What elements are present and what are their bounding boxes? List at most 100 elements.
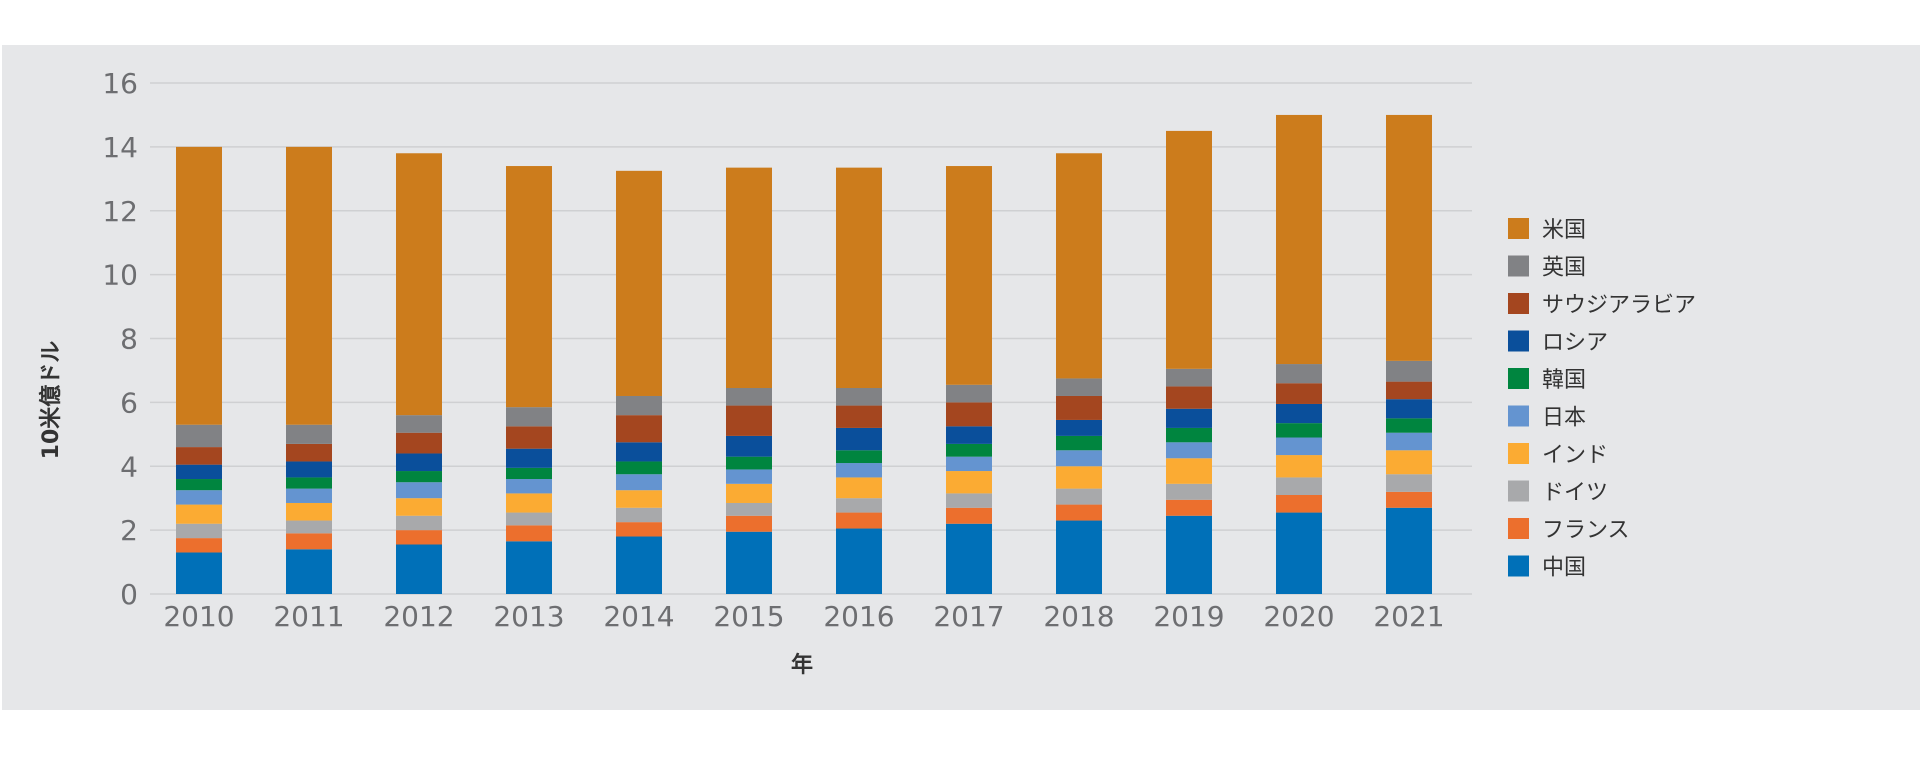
legend-label: インド	[1542, 443, 1608, 468]
x-tick-label: 2021	[1373, 600, 1444, 633]
y-tick-label: 10	[102, 259, 138, 292]
bar-segment	[1056, 378, 1102, 396]
bar-segment	[396, 482, 442, 499]
x-tick-label: 2018	[1043, 600, 1114, 633]
bar-segment	[616, 507, 662, 523]
bar-segment	[836, 477, 882, 499]
bar-segment	[836, 388, 882, 406]
bar-segment	[286, 477, 332, 489]
bar-segment	[836, 528, 882, 594]
bar-segment	[1386, 418, 1432, 433]
bar-segment	[286, 443, 332, 462]
legend-swatch	[1508, 218, 1529, 239]
bar-segment	[396, 498, 442, 516]
bar-segment	[726, 515, 772, 532]
legend-label: サウジアラビア	[1542, 293, 1696, 318]
bar-segment	[286, 502, 332, 521]
bar-segment	[176, 479, 222, 491]
bar-segment	[1056, 153, 1102, 379]
bar-segment	[506, 525, 552, 542]
bar-segment	[396, 153, 442, 416]
bar-segment	[836, 450, 882, 464]
bar-segment	[286, 488, 332, 503]
bar-segment	[1276, 512, 1322, 594]
bar-segment	[946, 456, 992, 472]
bar-segment	[506, 166, 552, 408]
bar-segment	[836, 498, 882, 513]
bar-segment	[1166, 368, 1212, 387]
bar-segment	[396, 544, 442, 594]
bar-segment	[1386, 360, 1432, 382]
bar-segment	[1166, 427, 1212, 443]
bar-segment	[1056, 435, 1102, 451]
bar-segment	[726, 469, 772, 484]
bar-segment	[396, 415, 442, 433]
y-tick-label: 16	[102, 67, 138, 100]
bar-segment	[836, 167, 882, 389]
bar-segment	[726, 483, 772, 503]
bar-segment	[616, 415, 662, 443]
bar-segment	[1386, 491, 1432, 508]
bar-segment	[1056, 520, 1102, 594]
y-tick-label: 8	[120, 323, 138, 356]
y-tick-label: 4	[120, 450, 138, 483]
bar-segment	[616, 442, 662, 462]
bar-segment	[836, 463, 882, 478]
x-tick-label: 2015	[713, 600, 784, 633]
bar-segment	[1166, 499, 1212, 516]
bar-segment	[726, 167, 772, 389]
legend-label: 日本	[1542, 406, 1586, 431]
x-tick-label: 2014	[603, 600, 674, 633]
bar-segment	[1276, 455, 1322, 478]
bar-segment	[616, 490, 662, 508]
legend-swatch	[1508, 443, 1529, 464]
bar-segment	[176, 447, 222, 465]
legend-swatch	[1508, 555, 1529, 577]
bar-segment	[506, 407, 552, 427]
bar-segment	[1386, 399, 1432, 419]
bar-segment	[1056, 504, 1102, 521]
bar-segment	[1166, 386, 1212, 409]
bar-segment	[1166, 408, 1212, 428]
bar-segment	[1386, 432, 1432, 451]
bar-segment	[176, 490, 222, 505]
bar-segment	[396, 453, 442, 472]
x-axis-title: 年	[791, 652, 813, 678]
bar-segment	[1166, 130, 1212, 369]
bar-segment	[1056, 488, 1102, 505]
bar-segment	[946, 493, 992, 508]
x-tick-label: 2020	[1263, 600, 1334, 633]
y-tick-label: 0	[120, 578, 138, 611]
bar-segment	[616, 170, 662, 396]
legend-label: フランス	[1542, 518, 1630, 543]
x-tick-label: 2019	[1153, 600, 1224, 633]
bar-segment	[1056, 450, 1102, 467]
legend-swatch	[1508, 255, 1529, 277]
y-tick-label: 2	[120, 514, 138, 547]
x-tick-label: 2013	[493, 600, 564, 633]
bar-segment	[396, 432, 442, 454]
bar-segment	[726, 388, 772, 406]
legend-swatch	[1508, 518, 1529, 539]
bar-segment	[946, 402, 992, 427]
bar-segment	[836, 427, 882, 451]
bar-segment	[1386, 450, 1432, 475]
bar-segment	[506, 479, 552, 494]
bar-segment	[1386, 114, 1432, 361]
bar-segment	[286, 520, 332, 534]
bar-segment	[946, 523, 992, 594]
bar-segment	[1166, 515, 1212, 594]
bars	[176, 114, 1432, 594]
x-tick-label: 2016	[823, 600, 894, 633]
bar-segment	[616, 522, 662, 537]
bar-segment	[176, 523, 222, 539]
bar-segment	[286, 461, 332, 478]
legend-swatch	[1508, 293, 1529, 314]
x-axis-ticks: 2010 2011 2012 2013 2014 2015 2016 2017 2018 2019…	[163, 600, 1444, 633]
bar-segment	[176, 464, 222, 480]
bar-segment	[1166, 458, 1212, 484]
bar-segment	[506, 467, 552, 480]
x-tick-label: 2012	[383, 600, 454, 633]
legend-label: ロシア	[1542, 331, 1608, 356]
legend-swatch	[1508, 480, 1529, 502]
